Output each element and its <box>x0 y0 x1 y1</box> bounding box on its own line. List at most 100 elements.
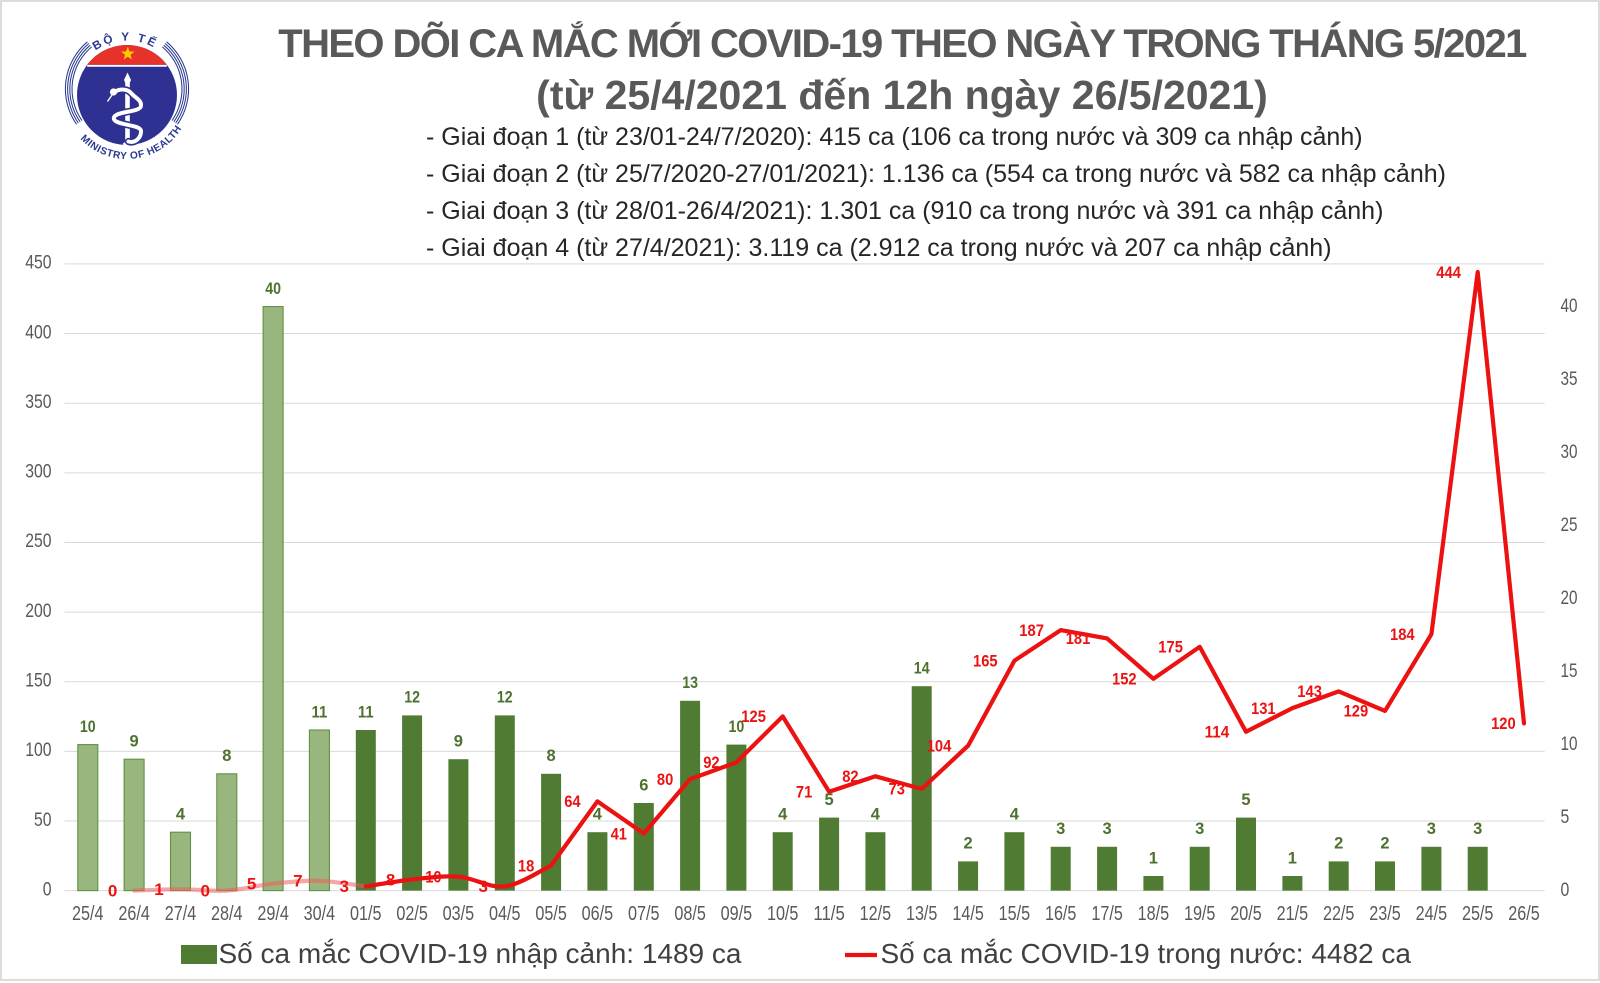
svg-text:8: 8 <box>547 747 556 765</box>
svg-text:09/5: 09/5 <box>721 903 753 925</box>
svg-text:1: 1 <box>1149 849 1158 867</box>
svg-text:26/5: 26/5 <box>1508 903 1540 925</box>
svg-text:41: 41 <box>611 824 627 843</box>
svg-text:30/4: 30/4 <box>304 903 336 925</box>
svg-text:01/5: 01/5 <box>350 903 382 925</box>
svg-text:11: 11 <box>358 703 374 721</box>
svg-text:10: 10 <box>80 718 96 736</box>
svg-text:40: 40 <box>1561 296 1578 317</box>
svg-text:9: 9 <box>130 733 139 751</box>
svg-text:6: 6 <box>639 776 648 794</box>
svg-text:50: 50 <box>34 810 52 831</box>
svg-text:26/4: 26/4 <box>118 903 150 925</box>
svg-text:4: 4 <box>593 806 603 824</box>
svg-text:02/5: 02/5 <box>396 903 428 925</box>
svg-text:17/5: 17/5 <box>1091 903 1123 925</box>
svg-text:73: 73 <box>889 780 905 799</box>
svg-text:20: 20 <box>1561 588 1578 609</box>
svg-text:16/5: 16/5 <box>1045 903 1077 925</box>
svg-text:1: 1 <box>1288 849 1297 867</box>
svg-text:350: 350 <box>25 392 51 413</box>
svg-text:120: 120 <box>1491 714 1516 733</box>
svg-text:104: 104 <box>927 737 952 756</box>
svg-text:152: 152 <box>1112 670 1137 689</box>
svg-text:25/4: 25/4 <box>72 903 104 925</box>
svg-text:175: 175 <box>1158 638 1183 657</box>
svg-text:10: 10 <box>425 868 441 887</box>
svg-text:Số ca mắc COVID-19 trong nước:: Số ca mắc COVID-19 trong nước: 4482 ca <box>881 938 1412 969</box>
svg-text:444: 444 <box>1436 263 1461 282</box>
svg-text:4: 4 <box>1010 806 1020 824</box>
svg-text:08/5: 08/5 <box>674 903 706 925</box>
svg-text:30: 30 <box>1561 442 1578 463</box>
svg-text:14: 14 <box>914 660 931 678</box>
svg-text:14/5: 14/5 <box>952 903 984 925</box>
svg-text:0: 0 <box>108 881 117 900</box>
svg-text:12: 12 <box>404 689 420 707</box>
svg-text:3: 3 <box>1427 820 1436 838</box>
svg-text:03/5: 03/5 <box>443 903 475 925</box>
svg-text:250: 250 <box>25 531 51 552</box>
svg-text:0: 0 <box>1561 880 1570 901</box>
svg-text:0: 0 <box>201 881 210 900</box>
svg-text:5: 5 <box>1241 791 1250 809</box>
svg-text:5: 5 <box>825 791 834 809</box>
svg-text:15/5: 15/5 <box>999 903 1031 925</box>
svg-text:184: 184 <box>1390 625 1415 644</box>
svg-text:300: 300 <box>25 462 51 483</box>
svg-text:143: 143 <box>1297 682 1322 701</box>
svg-text:Số ca mắc COVID-19 nhập cảnh:: Số ca mắc COVID-19 nhập cảnh: 1489 ca <box>219 938 742 969</box>
svg-text:04/5: 04/5 <box>489 903 521 925</box>
svg-text:125: 125 <box>741 707 766 726</box>
svg-text:11: 11 <box>312 703 328 721</box>
svg-text:13/5: 13/5 <box>906 903 938 925</box>
svg-text:187: 187 <box>1019 621 1044 640</box>
svg-text:100: 100 <box>25 740 51 761</box>
svg-text:200: 200 <box>25 601 51 622</box>
svg-text:18/5: 18/5 <box>1138 903 1170 925</box>
svg-text:114: 114 <box>1205 723 1230 742</box>
svg-text:11/5: 11/5 <box>813 903 845 925</box>
svg-text:2: 2 <box>1334 835 1343 853</box>
svg-text:28/4: 28/4 <box>211 903 243 925</box>
svg-text:3: 3 <box>1056 820 1065 838</box>
svg-text:29/4: 29/4 <box>257 903 289 925</box>
svg-text:450: 450 <box>25 253 51 274</box>
svg-text:2: 2 <box>1380 835 1389 853</box>
svg-text:18: 18 <box>518 856 534 875</box>
svg-text:07/5: 07/5 <box>628 903 660 925</box>
svg-text:13: 13 <box>682 674 698 692</box>
svg-text:64: 64 <box>564 792 581 811</box>
svg-text:27/4: 27/4 <box>165 903 197 925</box>
svg-text:181: 181 <box>1066 629 1091 648</box>
svg-text:5: 5 <box>1561 807 1570 828</box>
svg-text:3: 3 <box>1473 820 1482 838</box>
svg-text:82: 82 <box>842 767 858 786</box>
svg-text:24/5: 24/5 <box>1416 903 1448 925</box>
svg-text:165: 165 <box>973 652 998 671</box>
svg-text:12: 12 <box>497 689 513 707</box>
svg-text:8: 8 <box>386 870 395 889</box>
svg-text:23/5: 23/5 <box>1369 903 1401 925</box>
svg-text:10: 10 <box>729 718 745 736</box>
svg-text:2: 2 <box>964 835 973 853</box>
svg-text:5: 5 <box>247 874 256 893</box>
svg-text:25: 25 <box>1561 515 1578 536</box>
svg-text:21/5: 21/5 <box>1277 903 1309 925</box>
svg-text:05/5: 05/5 <box>535 903 567 925</box>
svg-text:400: 400 <box>25 322 51 343</box>
svg-text:129: 129 <box>1344 702 1369 721</box>
svg-text:4: 4 <box>778 806 788 824</box>
svg-text:3: 3 <box>340 877 349 896</box>
svg-text:150: 150 <box>25 671 51 692</box>
svg-text:40: 40 <box>265 280 281 298</box>
svg-text:9: 9 <box>454 733 463 751</box>
svg-text:10: 10 <box>1561 734 1578 755</box>
svg-text:19/5: 19/5 <box>1184 903 1216 925</box>
svg-text:10/5: 10/5 <box>767 903 799 925</box>
svg-text:71: 71 <box>796 783 812 802</box>
svg-text:8: 8 <box>222 747 231 765</box>
svg-text:7: 7 <box>293 872 302 891</box>
svg-text:20/5: 20/5 <box>1230 903 1262 925</box>
svg-text:1: 1 <box>154 880 163 899</box>
